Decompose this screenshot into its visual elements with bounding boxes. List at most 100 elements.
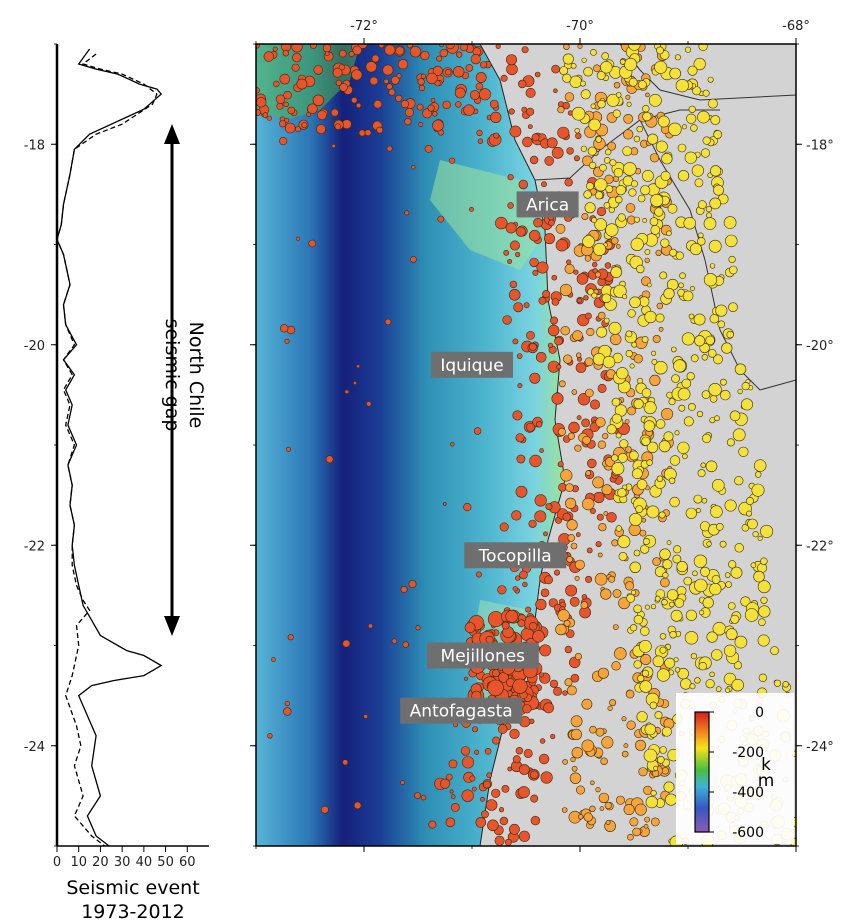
earthquake-event xyxy=(615,92,622,98)
earthquake-event xyxy=(570,542,578,550)
earthquake-event xyxy=(489,99,499,109)
earthquake-event xyxy=(571,389,578,395)
earthquake-event xyxy=(557,461,564,468)
earthquake-event xyxy=(621,750,629,758)
earthquake-event xyxy=(695,507,701,513)
earthquake-event xyxy=(525,87,536,98)
earthquake-event xyxy=(547,324,560,337)
earthquake-event xyxy=(733,661,743,670)
earthquake-event xyxy=(615,196,623,204)
earthquake-event xyxy=(569,772,582,784)
earthquake-event xyxy=(533,217,543,228)
earthquake-event xyxy=(656,46,664,55)
earthquake-event xyxy=(564,497,577,510)
earthquake-event xyxy=(715,304,728,317)
gap-label: North Chile seismic gap xyxy=(161,319,207,432)
earthquake-event xyxy=(642,537,650,545)
profile-xtick-label: 60 xyxy=(179,855,196,870)
earthquake-event xyxy=(698,661,707,671)
earthquake-event xyxy=(575,532,581,538)
earthquake-event xyxy=(660,577,670,588)
earthquake-event xyxy=(463,503,472,512)
earthquake-event xyxy=(669,248,677,257)
earthquake-event xyxy=(331,143,336,149)
earthquake-event xyxy=(658,440,671,453)
earthquake-event xyxy=(476,129,483,136)
earthquake-event xyxy=(584,357,594,367)
earthquake-event xyxy=(570,715,583,728)
earthquake-event xyxy=(564,263,575,274)
earthquake-event xyxy=(555,623,567,636)
earthquake-event xyxy=(607,141,617,151)
earthquake-event xyxy=(568,421,580,434)
earthquake-event xyxy=(313,65,323,75)
earthquake-event xyxy=(570,63,577,69)
earthquake-event xyxy=(688,105,696,113)
earthquake-event xyxy=(650,194,664,208)
earthquake-event xyxy=(534,71,541,78)
earthquake-event xyxy=(420,794,427,801)
earthquake-event xyxy=(515,226,526,237)
profile-ytick-label: -24 xyxy=(24,740,45,755)
earthquake-event xyxy=(470,53,481,65)
border-bolivia xyxy=(639,119,796,391)
earthquake-event xyxy=(654,60,668,74)
earthquake-event xyxy=(529,257,539,268)
earthquake-event xyxy=(627,309,636,318)
earthquake-event xyxy=(445,68,452,76)
border-peru xyxy=(534,109,720,181)
earthquake-event xyxy=(386,145,393,152)
earthquake-event xyxy=(593,491,605,504)
earthquake-event xyxy=(515,433,525,443)
earthquake-event xyxy=(697,200,707,210)
earthquake-event xyxy=(598,523,607,532)
earthquake-event xyxy=(661,726,672,737)
earthquake-event xyxy=(708,383,722,397)
earthquake-event xyxy=(544,156,555,166)
earthquake-event xyxy=(516,353,523,359)
earthquake-event xyxy=(284,338,290,344)
earthquake-event xyxy=(612,624,619,630)
earthquake-event xyxy=(673,545,682,554)
earthquake-event xyxy=(591,292,598,299)
earthquake-event xyxy=(654,595,661,602)
earthquake-event xyxy=(603,157,611,164)
earthquake-event xyxy=(795,804,796,809)
earthquake-event xyxy=(523,302,530,309)
earthquake-event xyxy=(595,541,602,548)
earthquake-event xyxy=(530,815,541,826)
earthquake-event xyxy=(529,372,541,384)
earthquake-event xyxy=(702,136,711,145)
colorbar-background xyxy=(676,693,794,844)
earthquake-event xyxy=(420,73,426,79)
earthquake-event xyxy=(659,646,667,654)
earthquake-event xyxy=(674,54,681,61)
earthquake-event xyxy=(560,469,573,482)
earthquake-event xyxy=(644,723,657,736)
earthquake-event xyxy=(471,786,477,792)
profile-series-solid xyxy=(56,48,163,847)
earthquake-event xyxy=(291,44,303,53)
earthquake-event xyxy=(518,830,531,842)
earthquake-event xyxy=(645,92,650,98)
earthquake-event xyxy=(625,689,635,699)
earthquake-event xyxy=(745,510,752,517)
earthquake-event xyxy=(491,788,501,798)
colorbar-unit-k: k xyxy=(761,755,771,775)
earthquake-event xyxy=(697,469,706,478)
earthquake-event xyxy=(626,101,632,107)
earthquake-event xyxy=(615,244,621,249)
earthquake-event xyxy=(551,274,558,281)
place-label-tocopilla: Tocopilla xyxy=(478,546,552,566)
earthquake-event xyxy=(619,439,629,449)
earthquake-event xyxy=(741,382,750,391)
depth-colorbar: 0 -200 -400 -600 k m xyxy=(676,693,794,844)
earthquake-event xyxy=(445,773,453,781)
earthquake-event xyxy=(469,775,476,782)
earthquake-event xyxy=(355,102,362,109)
earthquake-event xyxy=(597,552,603,558)
earthquake-event xyxy=(611,413,622,424)
earthquake-event xyxy=(693,57,706,71)
earthquake-event xyxy=(544,575,553,585)
